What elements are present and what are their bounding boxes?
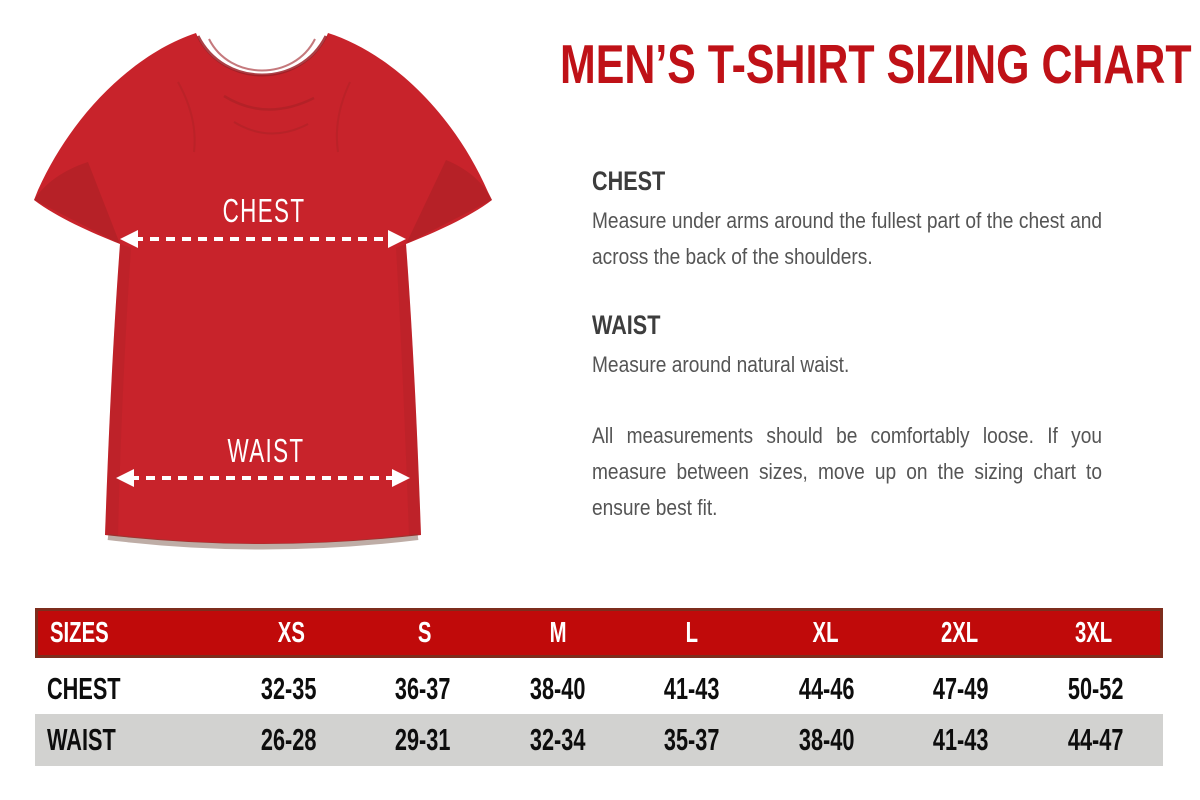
header-cell-s: S [417, 616, 432, 649]
waist-xl: 38-40 [798, 722, 855, 757]
tshirt-body [34, 33, 492, 544]
sizing-table-header-row: SIZES XS S M L XL 2XL 3XL [35, 608, 1163, 658]
shirt-chest-label: CHEST [223, 192, 306, 229]
header-cell-l: L [685, 616, 699, 649]
waist-l: 35-37 [664, 722, 720, 757]
fit-note-text: All measurements should be comfortably l… [592, 423, 1102, 520]
chest-l: 41-43 [664, 671, 720, 706]
collar-outer [196, 35, 328, 77]
wrinkle-2 [233, 121, 309, 135]
waist-xs: 26-28 [260, 722, 317, 757]
shirt-waist-label: WAIST [228, 432, 305, 469]
chest-xs: 32-35 [260, 671, 317, 706]
chest-row-label: CHEST [47, 671, 121, 706]
waist-s: 29-31 [395, 722, 451, 757]
waist-arrow [116, 469, 410, 487]
tshirt-svg: CHEST WAIST [34, 33, 492, 550]
chest-arrow [120, 230, 406, 248]
table-row-chest: CHEST 32-35 36-37 38-40 41-43 44-46 47-4… [35, 664, 1163, 714]
header-cell-sizes: SIZES [50, 616, 109, 649]
waist-3xl: 44-47 [1067, 722, 1124, 757]
header-cell-xl: XL [812, 616, 839, 649]
waist-m: 32-34 [529, 722, 586, 757]
wrinkle-4 [335, 81, 351, 153]
chest-s: 36-37 [395, 671, 451, 706]
collar-inner [208, 38, 316, 72]
left-side-shadow [105, 244, 131, 536]
page-title: MEN’S T-SHIRT SIZING CHART [560, 33, 1192, 95]
waist-row-label: WAIST [47, 722, 116, 757]
header-cell-xs: XS [277, 616, 305, 649]
sizing-table: SIZES XS S M L XL 2XL 3XL CHEST 32-35 36… [35, 608, 1163, 766]
waist-instructions: WAIST Measure around natural waist. [592, 310, 1192, 383]
chest-2xl: 47-49 [933, 671, 989, 706]
chest-instructions-heading: CHEST [592, 166, 666, 196]
right-side-shadow [396, 244, 421, 536]
left-sleeve-shadow [34, 162, 120, 244]
chest-instructions: CHEST Measure under arms around the full… [592, 166, 1192, 275]
chest-xl: 44-46 [798, 671, 855, 706]
waist-instructions-text: Measure around natural waist. [592, 352, 850, 377]
table-row-waist: WAIST 26-28 29-31 32-34 35-37 38-40 41-4… [35, 714, 1163, 766]
header-cell-3xl: 3XL [1074, 616, 1112, 649]
fit-note: All measurements should be comfortably l… [592, 418, 1192, 526]
chest-m: 38-40 [529, 671, 586, 706]
header-cell-2xl: 2XL [940, 616, 979, 649]
chest-instructions-text: Measure under arms around the fullest pa… [592, 208, 1102, 269]
tshirt-illustration: CHEST WAIST [28, 22, 508, 582]
waist-instructions-heading: WAIST [592, 310, 661, 340]
waist-2xl: 41-43 [933, 722, 989, 757]
header-cell-m: M [549, 616, 567, 649]
wrinkle-1 [223, 94, 315, 111]
right-sleeve-shadow [406, 160, 492, 244]
wrinkle-3 [177, 81, 196, 153]
hem-shadow [107, 534, 419, 550]
chest-3xl: 50-52 [1067, 671, 1124, 706]
